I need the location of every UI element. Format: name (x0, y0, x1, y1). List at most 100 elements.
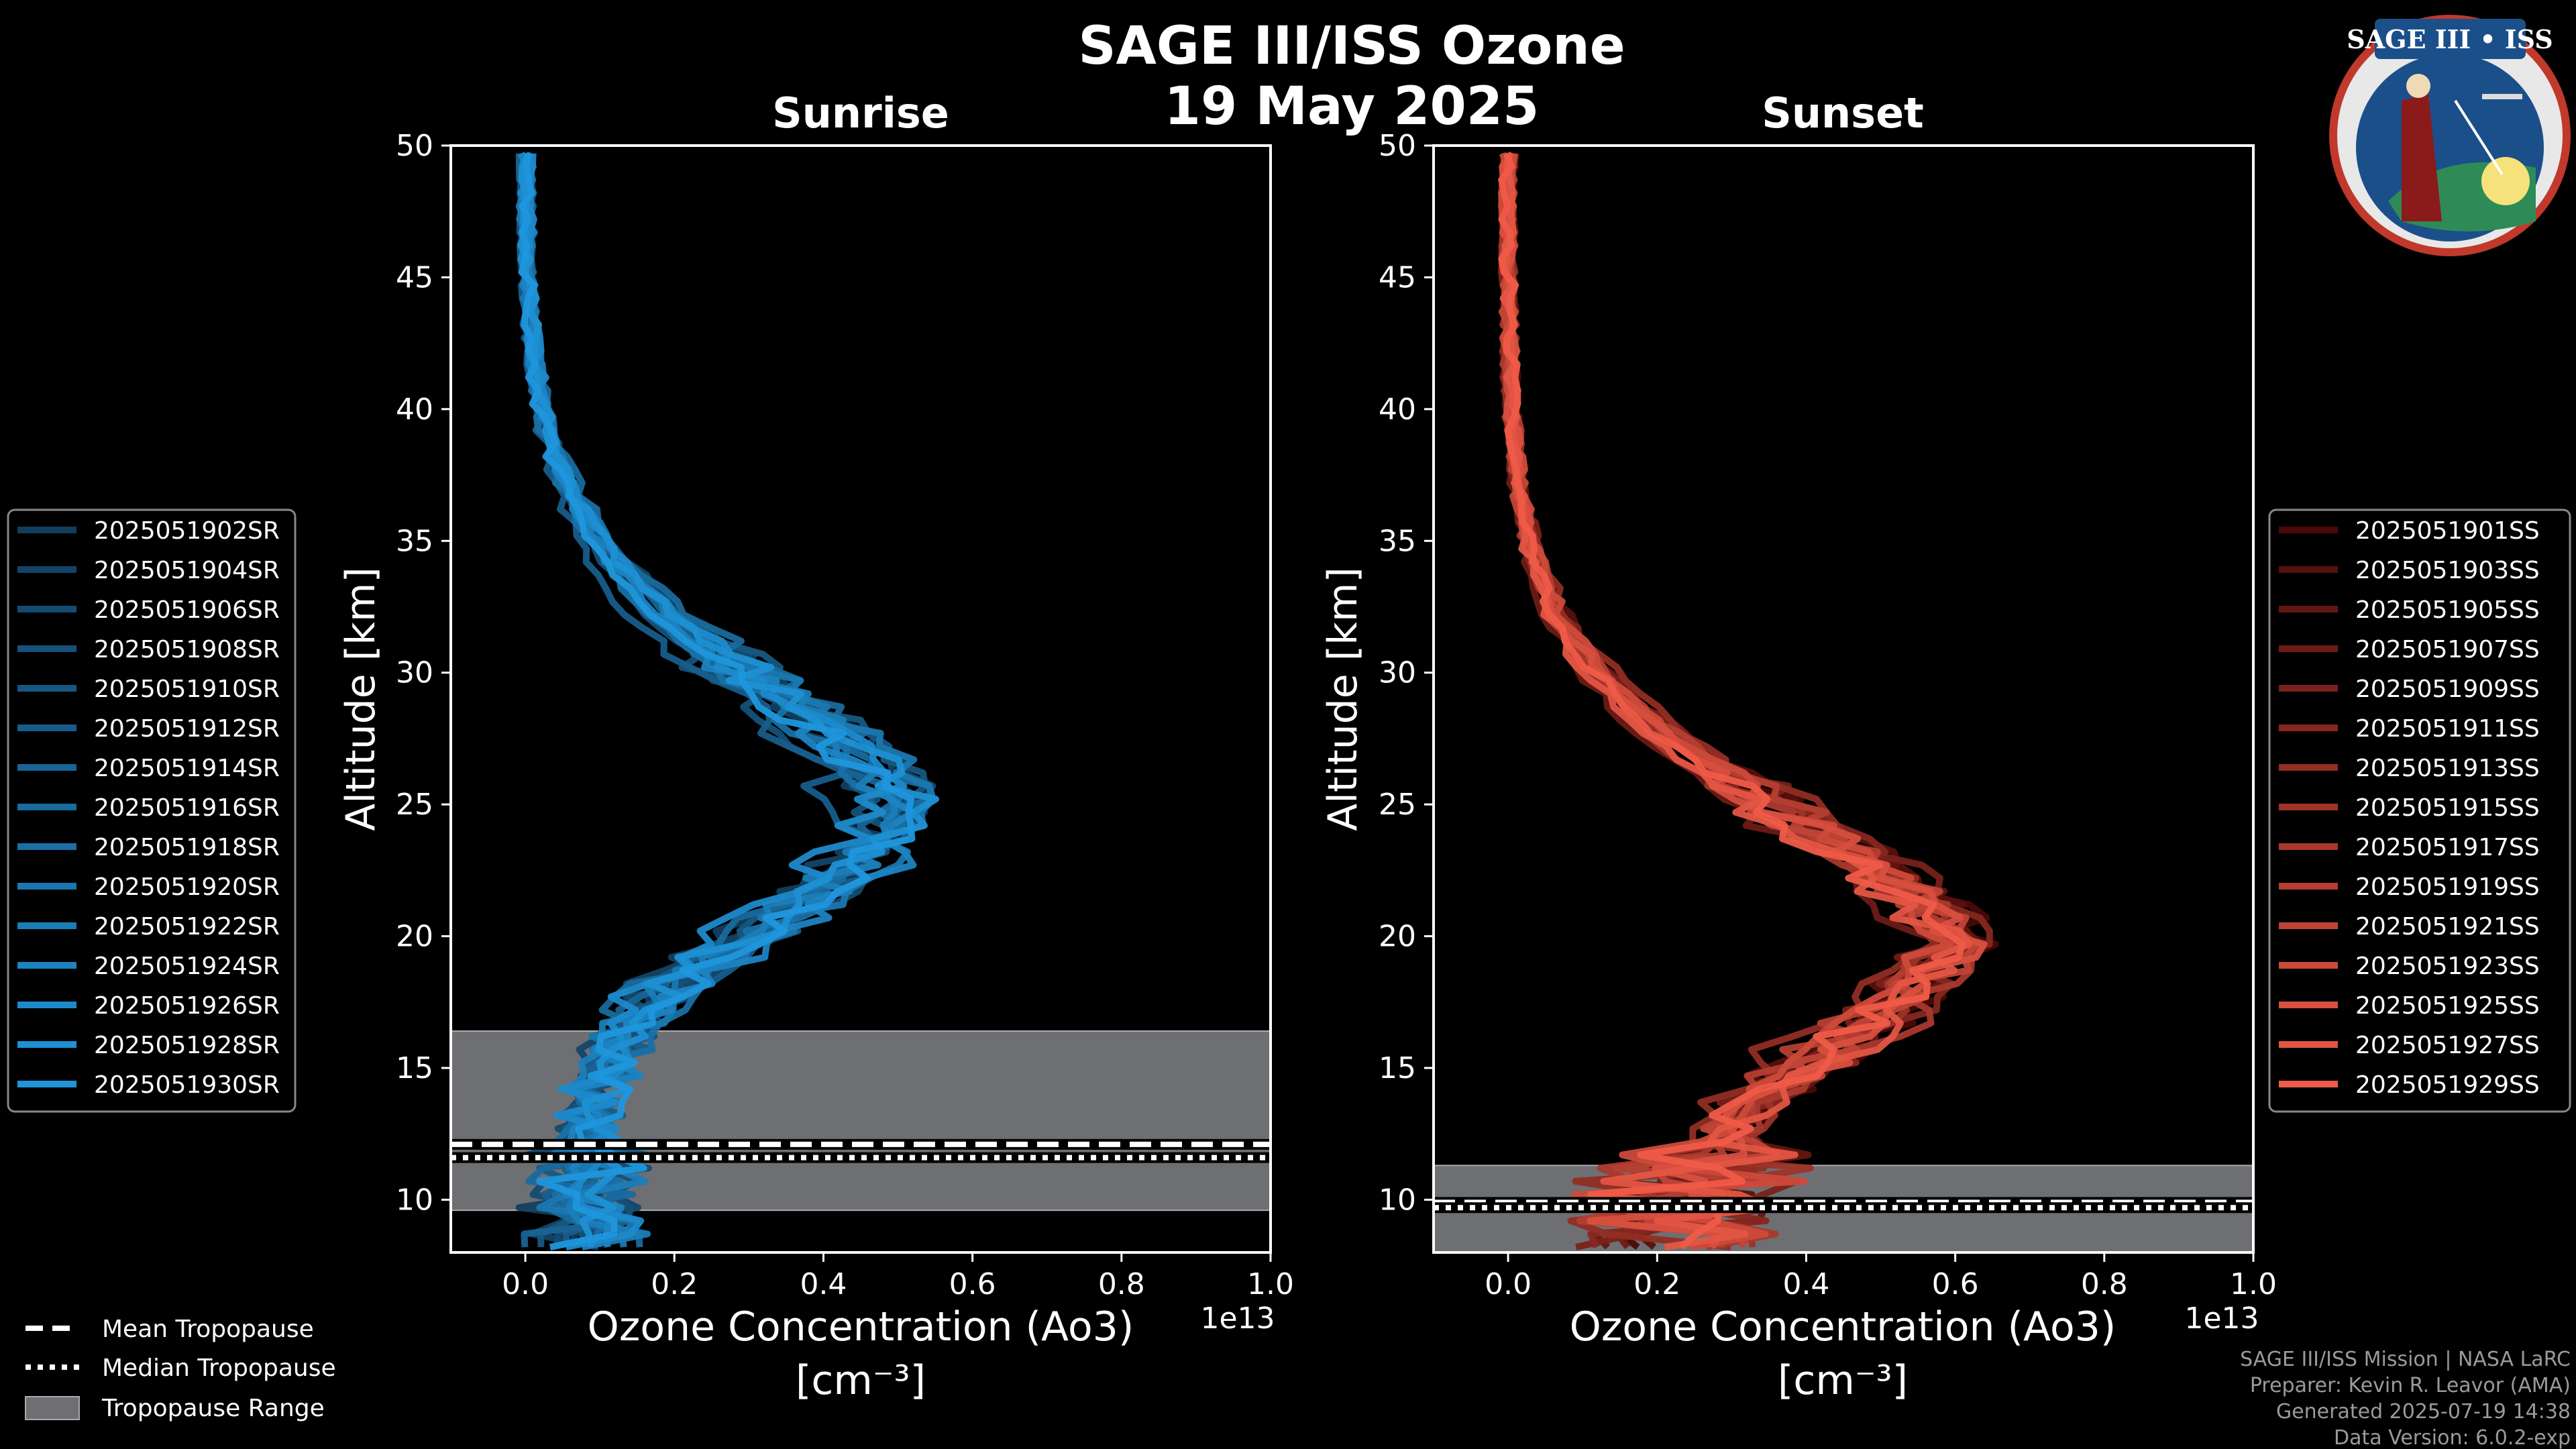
logo-astronomer-figure (2402, 94, 2442, 221)
x-tick-label: 0.6 (949, 1267, 996, 1301)
sunrise-xunits: [cm⁻³] (796, 1357, 926, 1404)
sunset-tropopause-lines (1434, 1197, 2253, 1214)
legend-label-2025051915SS: 2025051915SS (2355, 794, 2540, 822)
legend-label-2025051903SS: 2025051903SS (2355, 557, 2540, 584)
legend-label-2025051904SR: 2025051904SR (94, 557, 280, 584)
legend-label-2025051930SR: 2025051930SR (94, 1071, 280, 1099)
y-tick-label: 30 (396, 656, 433, 690)
legend-label-2025051925SS: 2025051925SS (2355, 992, 2540, 1020)
y-tick-label: 20 (1379, 920, 1416, 954)
y-tick-label: 10 (1379, 1183, 1416, 1217)
sunrise-y-ticks: 10 15 20 25 30 35 40 45 50 (396, 129, 451, 1217)
sunrise-x-offset: 1e13 (1200, 1301, 1275, 1336)
legend-label-2025051920SR: 2025051920SR (94, 873, 280, 901)
legend-label-2025051906SR: 2025051906SR (94, 596, 280, 624)
logo-banner (2375, 19, 2526, 59)
sunset-title: Sunset (1762, 89, 1924, 138)
y-tick-label: 25 (396, 788, 433, 822)
suptitle-line1: SAGE III/ISS Ozone (1078, 16, 1625, 76)
sunset-ylabel: Altitude [km] (1320, 567, 1366, 831)
sunset-axes-frame (1432, 144, 2255, 1254)
y-tick-label: 40 (1379, 392, 1416, 427)
sunrise-legend: 2025051902SR 2025051904SR 2025051906SR 2025… (7, 508, 297, 1113)
legend-label-2025051909SS: 2025051909SS (2355, 676, 2540, 703)
legend-label-2025051913SS: 2025051913SS (2355, 755, 2540, 782)
x-tick-label: 1.0 (2230, 1267, 2277, 1301)
x-tick-label: 0.8 (2081, 1267, 2128, 1301)
sunrise-panel: Sunrise 0.0 0.2 0.4 0.6 0.8 1.0 10 15 20 25 30 35 4… (337, 89, 1294, 1404)
y-tick-label: 15 (1379, 1051, 1416, 1085)
y-tick-label: 45 (396, 260, 433, 294)
legend-label-2025051902SR: 2025051902SR (94, 517, 280, 545)
sunrise-tropopause-lines (451, 1138, 1271, 1163)
sunset-x-ticks: 0.0 0.2 0.4 0.6 0.8 1.0 (1485, 1252, 2277, 1301)
y-tick-label: 50 (1379, 129, 1416, 163)
sunrise-ylabel: Altitude [km] (337, 567, 384, 831)
sunrise-legend-frame (7, 508, 297, 1113)
sunset-legend-frame (2268, 508, 2571, 1113)
sunset-panel: Sunset 0.0 0.2 0.4 0.6 0.8 1.0 10 15 20 25 30 35 40… (1320, 89, 2277, 1404)
tropopause-range-label: Tropopause Range (101, 1395, 325, 1422)
legend-label-2025051921SS: 2025051921SS (2355, 913, 2540, 941)
sunset-profiles (1497, 151, 1999, 1251)
logo-iss-icon (2482, 94, 2522, 99)
legend-label-2025051905SS: 2025051905SS (2355, 596, 2540, 624)
sunrise-profiles (515, 152, 940, 1251)
sunrise-x-ticks: 0.0 0.2 0.4 0.6 0.8 1.0 (502, 1252, 1294, 1301)
legend-label-2025051907SS: 2025051907SS (2355, 636, 2540, 663)
sunset-xlabel: Ozone Concentration (Ao3) (1570, 1303, 2116, 1350)
legend-label-2025051911SS: 2025051911SS (2355, 715, 2540, 743)
profile-line-2025051929SS (1498, 152, 1966, 1250)
profile-line-2025051923SS (1498, 153, 1954, 1251)
legend-label-2025051917SS: 2025051917SS (2355, 834, 2540, 861)
logo-astronomer-head (2406, 74, 2430, 98)
legend-label-2025051918SR: 2025051918SR (94, 834, 280, 861)
x-tick-label: 0.4 (1782, 1267, 1829, 1301)
logo-sun-icon (2481, 157, 2530, 205)
legend-label-2025051908SR: 2025051908SR (94, 636, 280, 663)
legend-label-2025051912SR: 2025051912SR (94, 715, 280, 743)
y-tick-label: 40 (396, 392, 433, 427)
y-tick-label: 50 (396, 129, 433, 163)
legend-label-2025051929SS: 2025051929SS (2355, 1071, 2540, 1099)
legend-label-2025051924SR: 2025051924SR (94, 953, 280, 980)
y-tick-label: 45 (1379, 260, 1416, 294)
credit-line: Generated 2025-07-19 14:38 (2276, 1400, 2571, 1424)
x-tick-label: 0.6 (1932, 1267, 1979, 1301)
suptitle-line2: 19 May 2025 (1165, 76, 1540, 137)
x-tick-label: 0.2 (1633, 1267, 1680, 1301)
sunrise-axes-frame (449, 144, 1272, 1254)
credits: SAGE III/ISS Mission | NASA LaRC Preparer… (2240, 1348, 2571, 1449)
legend-label-2025051923SS: 2025051923SS (2355, 953, 2540, 980)
logo-beam-icon (2454, 99, 2504, 176)
legend-label-2025051910SR: 2025051910SR (94, 676, 280, 703)
credit-line: Data Version: 6.0.2-exp (2334, 1426, 2571, 1449)
sunset-y-ticks: 10 15 20 25 30 35 40 45 50 (1379, 129, 1434, 1217)
y-tick-label: 20 (396, 920, 433, 954)
y-tick-label: 10 (396, 1183, 433, 1217)
mean-tropopause-label: Mean Tropopause (102, 1316, 314, 1343)
y-tick-label: 15 (396, 1051, 433, 1085)
profile-line-2025051928SR (517, 152, 940, 1248)
logo-title: SAGE III • ISS (2347, 24, 2553, 54)
sunset-xunits: [cm⁻³] (1778, 1357, 1908, 1404)
y-tick-label: 35 (1379, 524, 1416, 558)
sage-logo: SAGE III • ISS (2329, 15, 2571, 256)
sunset-x-offset: 1e13 (2184, 1301, 2259, 1336)
legend-label-2025051919SS: 2025051919SS (2355, 873, 2540, 901)
credit-line: Preparer: Kevin R. Leavor (AMA) (2250, 1374, 2571, 1397)
x-tick-label: 0.0 (502, 1267, 549, 1301)
legend-label-2025051916SR: 2025051916SR (94, 794, 280, 822)
legend-label-2025051927SS: 2025051927SS (2355, 1032, 2540, 1059)
median-tropopause-label: Median Tropopause (102, 1354, 336, 1382)
legend-label-2025051901SS: 2025051901SS (2355, 517, 2540, 545)
sunrise-xlabel: Ozone Concentration (Ao3) (588, 1303, 1134, 1350)
x-tick-label: 0.0 (1485, 1267, 1532, 1301)
legend-label-2025051922SR: 2025051922SR (94, 913, 280, 941)
x-tick-label: 0.8 (1098, 1267, 1145, 1301)
tropopause-range-swatch (25, 1396, 80, 1420)
y-tick-label: 25 (1379, 788, 1416, 822)
x-tick-label: 0.2 (651, 1267, 698, 1301)
sunrise-title: Sunrise (772, 89, 949, 138)
